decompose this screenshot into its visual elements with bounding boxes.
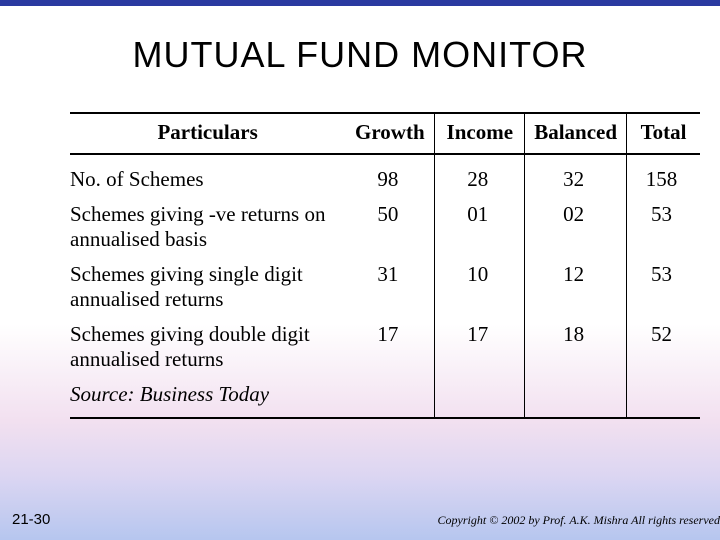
cell-label: Schemes giving single digit annualised r… — [70, 256, 345, 316]
page-title: MUTUAL FUND MONITOR — [0, 34, 720, 76]
cell-income: 17 — [435, 316, 525, 376]
copyright-text: Copyright © 2002 by Prof. A.K. Mishra Al… — [438, 513, 720, 528]
cell-label: Schemes giving double digit annualised r… — [70, 316, 345, 376]
page-number: 21-30 — [12, 511, 50, 528]
cell-balanced: 12 — [525, 256, 627, 316]
col-header-total: Total — [627, 113, 700, 154]
table-row: Schemes giving single digit annualised r… — [70, 256, 700, 316]
cell-growth: 50 — [345, 196, 435, 256]
col-header-balanced: Balanced — [525, 113, 627, 154]
cell-total: 52 — [627, 316, 700, 376]
cell-balanced: 32 — [525, 154, 627, 196]
table-row: No. of Schemes 98 28 32 158 — [70, 154, 700, 196]
cell-label: Schemes giving -ve returns on annualised… — [70, 196, 345, 256]
cell-growth: 17 — [345, 316, 435, 376]
col-header-particulars: Particulars — [70, 113, 345, 154]
cell-label: No. of Schemes — [70, 154, 345, 196]
cell-growth: 98 — [345, 154, 435, 196]
source-text: Source: Business Today — [70, 376, 345, 418]
cell-growth: 31 — [345, 256, 435, 316]
cell-income: 01 — [435, 196, 525, 256]
cell-total: 158 — [627, 154, 700, 196]
fund-table: Particulars Growth Income Balanced Total… — [70, 112, 700, 419]
cell-total: 53 — [627, 256, 700, 316]
cell-total: 53 — [627, 196, 700, 256]
top-accent-band — [0, 0, 720, 6]
cell-balanced: 18 — [525, 316, 627, 376]
cell-income: 28 — [435, 154, 525, 196]
col-header-growth: Growth — [345, 113, 435, 154]
col-header-income: Income — [435, 113, 525, 154]
cell-balanced: 02 — [525, 196, 627, 256]
table-row: Schemes giving double digit annualised r… — [70, 316, 700, 376]
table-header-row: Particulars Growth Income Balanced Total — [70, 113, 700, 154]
table-source-row: Source: Business Today — [70, 376, 700, 418]
table-row: Schemes giving -ve returns on annualised… — [70, 196, 700, 256]
fund-table-wrap: Particulars Growth Income Balanced Total… — [70, 112, 700, 419]
cell-income: 10 — [435, 256, 525, 316]
